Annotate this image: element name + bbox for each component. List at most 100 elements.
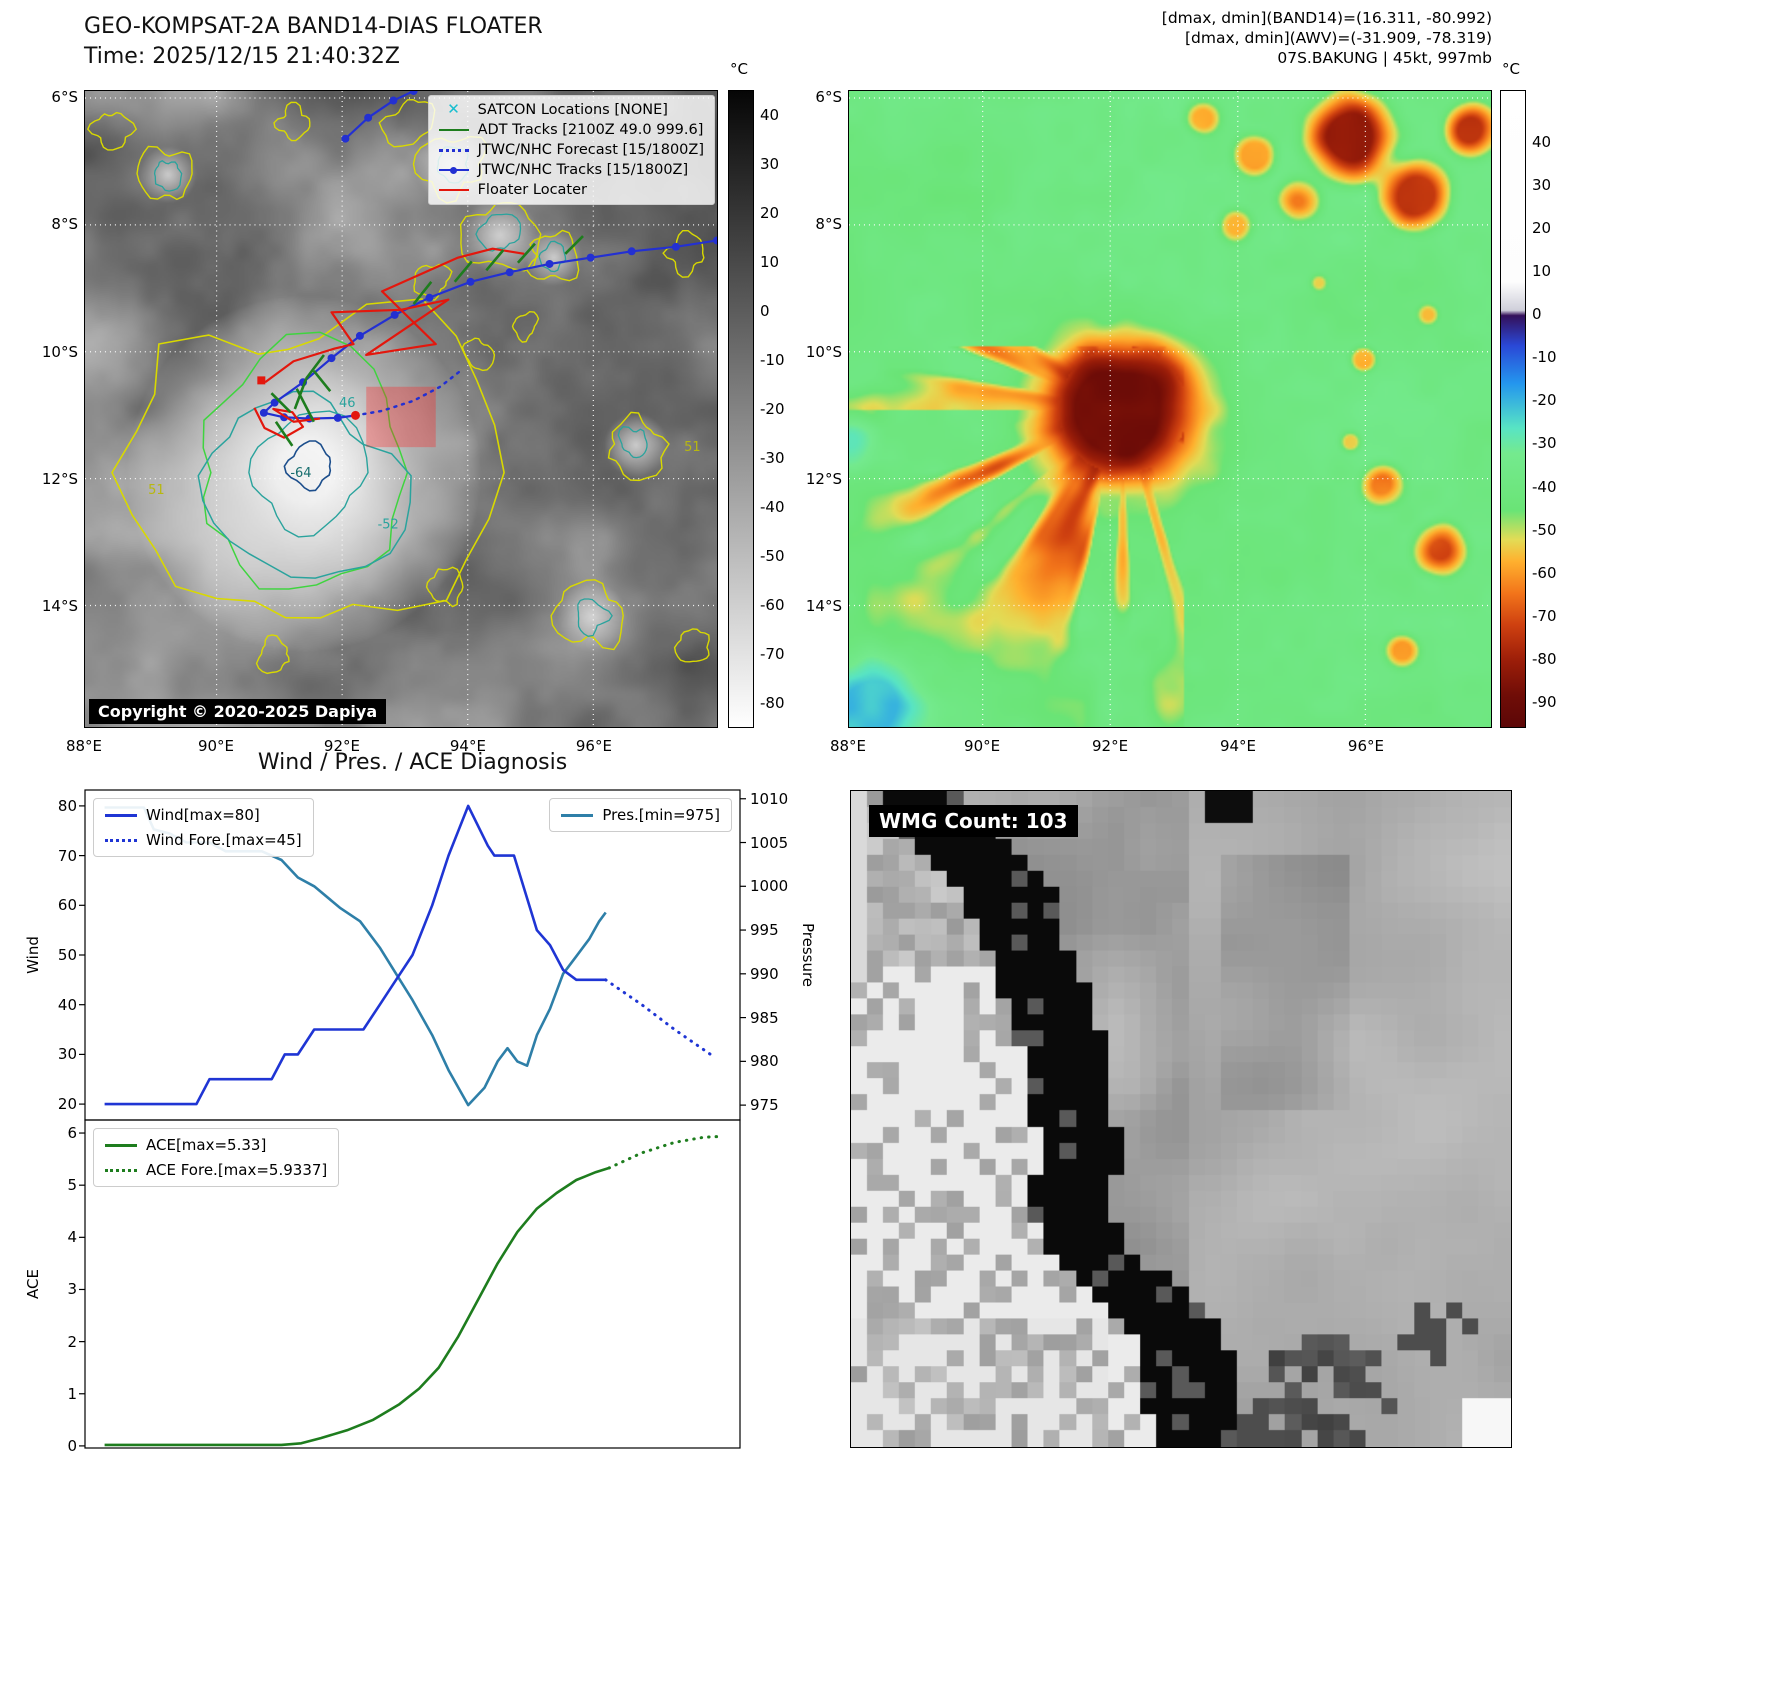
- colorbar-tick-label: -40: [760, 498, 785, 517]
- lon-tick-label: 90°E: [197, 737, 235, 755]
- wmg-mosaic-image: [851, 791, 1511, 1447]
- colorbar-tick-label: -30: [760, 449, 785, 468]
- legend-label: Pres.[min=975]: [602, 806, 720, 824]
- right-ytick-label: 980: [750, 1052, 779, 1071]
- legend-label: ACE[max=5.33]: [146, 1136, 267, 1154]
- left-ytick-label: 60: [57, 896, 77, 915]
- enhanced-colorbar: [1500, 90, 1526, 728]
- colorbar-tick-label: 20: [760, 203, 780, 222]
- left-ytick-label: 3: [67, 1280, 77, 1299]
- colorbar-tick-label: 0: [1532, 305, 1542, 324]
- lat-tick-label: 12°S: [805, 469, 842, 488]
- colorbar-tick-label: -70: [1532, 606, 1557, 625]
- colorbar-tick-label: -50: [760, 547, 785, 566]
- band14-panel-title: GEO-KOMPSAT-2A BAND14-DIAS FLOATER: [84, 14, 543, 39]
- lon-tick-label: 90°E: [964, 737, 1001, 755]
- colorbar-tick-label: -40: [1532, 477, 1557, 496]
- colorbar-tick-label: -10: [1532, 348, 1557, 367]
- legend-item: ACE Fore.[max=5.9337]: [105, 1161, 327, 1179]
- legend-label: ACE Fore.[max=5.9337]: [146, 1161, 328, 1179]
- legend-line-sample: [105, 838, 137, 842]
- colorbar-tick-label: -70: [760, 645, 785, 664]
- contour-value-label: 51: [684, 440, 700, 455]
- band14-colorbar: [728, 90, 754, 728]
- enhanced-ir-map: [848, 90, 1492, 728]
- pressure-legend: Pres.[min=975]: [549, 798, 732, 832]
- right-ytick-label: 1000: [750, 877, 789, 896]
- legend-label: Wind Fore.[max=45]: [146, 831, 302, 849]
- band14-colorbar-unit: °C: [730, 60, 748, 78]
- lon-tick-label: 92°E: [1091, 737, 1129, 755]
- series-ace: [104, 1166, 610, 1447]
- enhanced-colorbar-unit: °C: [1502, 60, 1520, 78]
- left-ytick-label: 0: [67, 1436, 77, 1455]
- satcon-x-marker-icon: ✕: [447, 100, 460, 118]
- colorbar-tick-label: -80: [760, 694, 785, 713]
- left-ytick-label: 70: [57, 846, 77, 865]
- lon-tick-label: 96°E: [1347, 737, 1384, 755]
- lat-tick-label: 10°S: [805, 342, 842, 361]
- lon-tick-label: 96°E: [575, 737, 612, 755]
- storm-id-intensity-label: 07S.BAKUNG | 45kt, 997mb: [1277, 49, 1492, 67]
- colorbar-tick-label: 30: [1532, 175, 1552, 194]
- legend-item: Pres.[min=975]: [561, 806, 720, 824]
- right-ytick-label: 985: [750, 1008, 779, 1027]
- left-ytick-label: 1: [67, 1384, 77, 1403]
- left-ytick-label: 5: [67, 1176, 77, 1195]
- colorbar-tick-label: 10: [760, 252, 780, 271]
- diagnosis-title: Wind / Pres. / ACE Diagnosis: [257, 750, 568, 775]
- ace-legend: ACE[max=5.33] ACE Fore.[max=5.9337]: [93, 1128, 340, 1187]
- lat-tick-label: 14°S: [805, 597, 842, 616]
- colorbar-tick-label: -10: [760, 350, 785, 369]
- lon-tick-label: 94°E: [1219, 737, 1257, 755]
- band14-panel-time: Time: 2025/12/15 21:40:32Z: [84, 44, 400, 69]
- colorbar-tick-label: 20: [1532, 218, 1552, 237]
- legend-label: JTWC/NHC Forecast [15/1800Z]: [477, 142, 704, 158]
- lat-tick-label: 12°S: [41, 469, 78, 488]
- enhanced-ir-grid-overlay: [849, 91, 1491, 727]
- right-ytick-label: 990: [750, 964, 779, 983]
- legend-item: ✕ SATCON Locations [NONE]: [439, 100, 704, 119]
- left-ytick-label: 40: [57, 995, 77, 1014]
- legend-label: JTWC/NHC Tracks [15/1800Z]: [477, 162, 689, 178]
- series-ace-fore-: [607, 1135, 722, 1170]
- contour-value-label: 51: [148, 483, 164, 498]
- legend-line-sample: [105, 1143, 137, 1147]
- right-ytick-label: 975: [750, 1096, 779, 1115]
- contour-value-label: -64: [290, 466, 311, 481]
- ace-chart: [79, 1119, 741, 1449]
- right-ytick-label: 1010: [750, 789, 789, 808]
- legend-line-sample: [438, 129, 469, 131]
- wind-legend: Wind[max=80] Wind Fore.[max=45]: [93, 798, 314, 857]
- legend-item: ACE[max=5.33]: [105, 1136, 327, 1154]
- legend-label: ADT Tracks [2100Z 49.0 999.6]: [477, 122, 704, 138]
- series-wind: [104, 804, 606, 1106]
- track-dot-icon: [450, 167, 458, 174]
- legend-line-sample: [438, 189, 469, 191]
- lat-tick-label: 6°S: [815, 88, 842, 107]
- left-ytick-label: 20: [57, 1095, 77, 1114]
- legend-line-sample: [561, 813, 594, 817]
- wmg-count-map: WMG Count: 103: [850, 790, 1512, 1448]
- legend-item: JTWC/NHC Tracks [15/1800Z]: [438, 162, 704, 178]
- series-wind-fore-: [604, 978, 712, 1056]
- lon-tick-label: 92°E: [323, 737, 360, 755]
- legend-item: Floater Locater: [438, 182, 704, 198]
- legend-item: JTWC/NHC Forecast [15/1800Z]: [438, 142, 704, 158]
- band14-map-legend: ✕ SATCON Locations [NONE] ADT Tracks [2100…: [427, 95, 715, 205]
- left-ytick-label: 80: [57, 796, 77, 815]
- enhanced-ir-image: [849, 91, 1491, 727]
- colorbar-tick-label: -80: [1532, 650, 1557, 669]
- colorbar-tick-label: 40: [1532, 132, 1552, 151]
- lon-tick-label: 88°E: [65, 737, 103, 755]
- legend-label: SATCON Locations [NONE]: [477, 102, 668, 118]
- legend-item: ADT Tracks [2100Z 49.0 999.6]: [438, 122, 704, 138]
- dmax-dmin-band14-label: [dmax, dmin](BAND14)=(16.311, -80.992): [1161, 9, 1492, 27]
- legend-line-sample: [438, 148, 469, 152]
- right-ytick-label: 995: [750, 921, 779, 940]
- colorbar-tick-label: -20: [1532, 391, 1557, 410]
- left-ytick-label: 4: [67, 1228, 77, 1247]
- colorbar-tick-label: -60: [760, 596, 785, 615]
- colorbar-tick-label: -20: [760, 400, 785, 418]
